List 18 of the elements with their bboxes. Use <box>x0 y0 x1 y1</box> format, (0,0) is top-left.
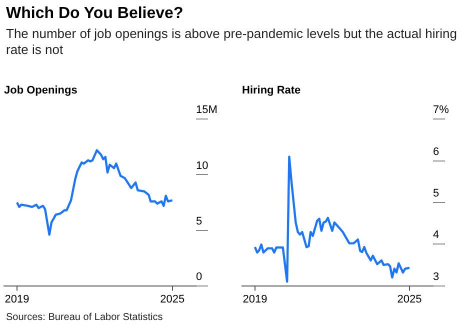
text: The number of job openings is above pre-pandemic levels but the actual hiring rate is not <box>6 26 458 58</box>
y-tick-label: 5 <box>196 215 202 228</box>
chart-title: Job Openings <box>4 84 78 97</box>
y-tick-label: 0 <box>196 270 202 283</box>
x-tick-label: 2019 <box>242 293 268 306</box>
chart-title: Hiring Rate <box>242 84 301 97</box>
source-note: Sources: Bureau of Labor Statistics <box>6 312 163 323</box>
y-tick-label: 6 <box>433 146 440 158</box>
y-tick-label: 15M <box>196 104 218 116</box>
y-tick-label: 5 <box>433 188 440 200</box>
y-tick-label: 4 <box>433 229 440 242</box>
y-tick-label: 10 <box>196 160 208 172</box>
text: Which Do You Believe? <box>6 4 184 24</box>
y-tick-label: 7% <box>433 104 450 116</box>
x-tick-label: 2025 <box>160 293 185 306</box>
y-tick-label: 3 <box>433 270 440 283</box>
x-tick-label: 2025 <box>397 293 422 306</box>
x-tick-label: 2019 <box>4 293 30 306</box>
